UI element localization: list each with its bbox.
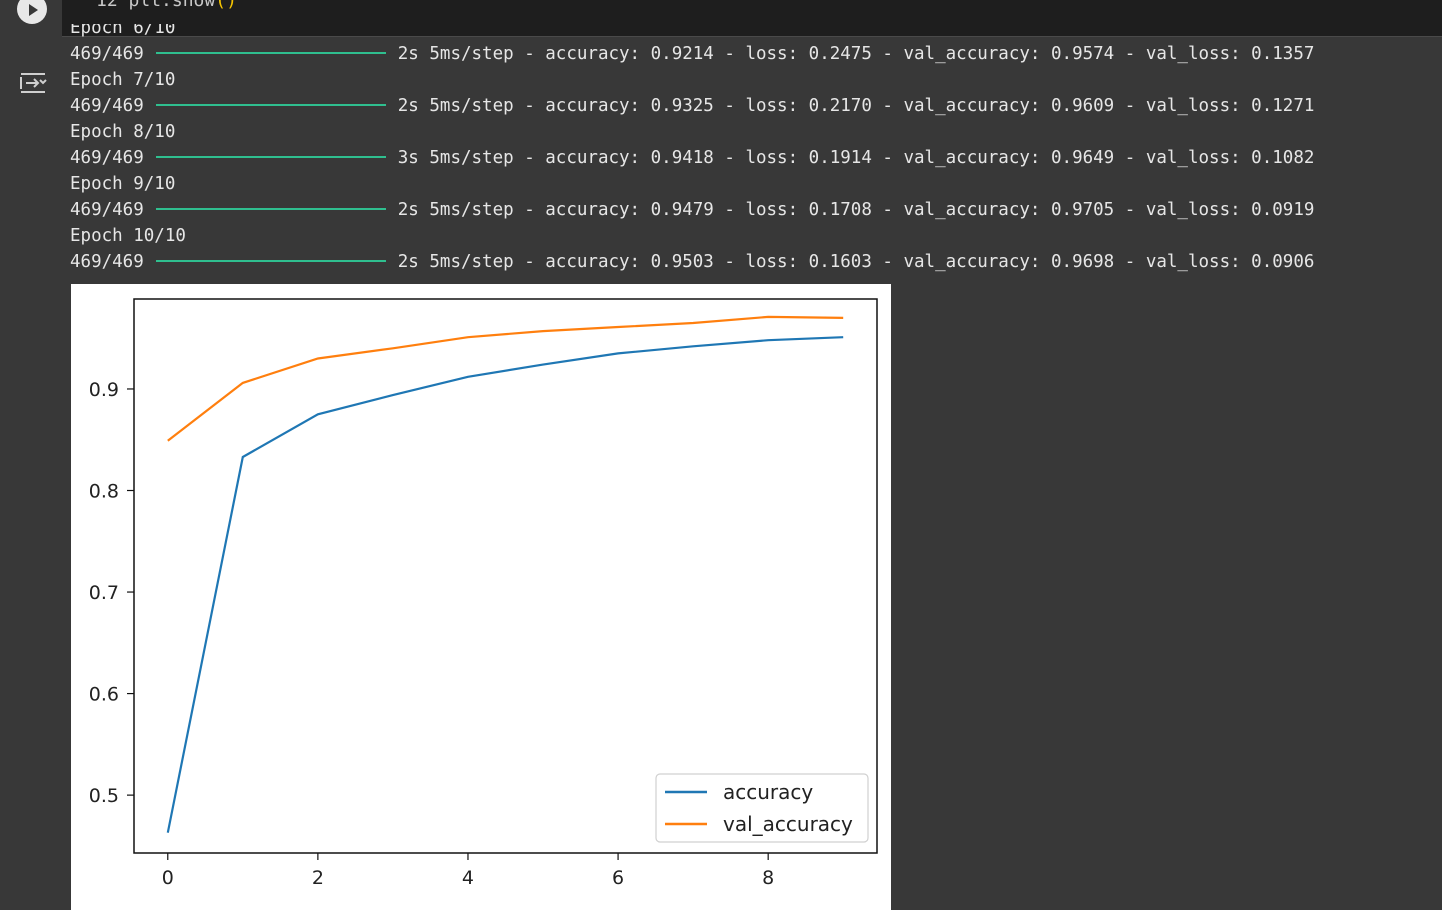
progress-row: 469/469 2s 5ms/step - accuracy: 0.9503 - … [70,249,1442,275]
y-tick-label: 0.7 [89,582,119,604]
partial-epoch-header: Epoch 6/10 [70,24,1442,41]
line-number: 12 [96,0,118,11]
epoch-header: Epoch 10/10 [70,223,1442,249]
epoch-header: Epoch 9/10 [70,171,1442,197]
epoch-stats: 2s 5ms/step - accuracy: 0.9503 - loss: 0… [397,252,1315,272]
progress-bar [155,260,386,262]
x-tick-label: 4 [462,867,474,889]
epoch-label: Epoch 10/10 [70,226,186,246]
epoch-label: Epoch 7/10 [70,70,176,90]
step-count: 469/469 [70,200,144,220]
x-tick-label: 0 [162,867,174,889]
progress-bar [155,208,386,210]
x-tick-label: 2 [312,867,324,889]
training-log: 469/469 2s 5ms/step - accuracy: 0.9214 - … [70,41,1442,275]
cell-output: Epoch 6/10 469/469 2s 5ms/step - accuracy… [70,24,1442,275]
progress-bar [155,104,386,106]
progress-row: 469/469 2s 5ms/step - accuracy: 0.9479 - … [70,197,1442,223]
cell-gutter [0,0,62,910]
step-count: 469/469 [70,148,144,168]
x-tick-label: 6 [612,867,624,889]
plot-frame [133,298,878,854]
epoch-header: Epoch 8/10 [70,119,1442,145]
epoch-stats: 2s 5ms/step - accuracy: 0.9214 - loss: 0… [397,44,1315,64]
series-line-val-accuracy [167,315,844,442]
chart-svg: 0 2 4 6 8 0.5 0.6 0.7 0.8 0.9 accuracy val_accuracy [89,298,878,889]
y-tick-label: 0.6 [89,684,119,706]
progress-bar [155,52,386,54]
epoch-header: Epoch 7/10 [70,67,1442,93]
y-tick-label: 0.5 [89,785,119,807]
epoch-stats: 2s 5ms/step - accuracy: 0.9325 - loss: 0… [397,96,1315,116]
x-tick-label: 8 [762,867,774,889]
code-line: 12 plt.show() [96,0,237,11]
run-cell-button[interactable] [17,0,47,24]
progress-bar [155,156,386,158]
y-tick-label: 0.8 [89,481,119,503]
progress-row: 469/469 2s 5ms/step - accuracy: 0.9214 - … [70,41,1442,67]
epoch-label: Epoch 8/10 [70,122,176,142]
accuracy-plot: 0 2 4 6 8 0.5 0.6 0.7 0.8 0.9 accuracy val_accuracy [71,284,891,910]
series-line-accuracy [166,336,844,833]
code-text: plt.show [128,0,216,11]
y-tick-label: 0.9 [89,379,119,401]
epoch-stats: 2s 5ms/step - accuracy: 0.9479 - loss: 0… [397,200,1315,220]
output-options-icon[interactable] [18,68,48,98]
legend-box [655,773,869,843]
epoch-label: Epoch 9/10 [70,174,176,194]
step-count: 469/469 [70,252,144,272]
progress-row: 469/469 3s 5ms/step - accuracy: 0.9418 - … [70,145,1442,171]
code-parens: () [215,0,237,11]
legend-label: accuracy [723,780,813,804]
epoch-stats: 3s 5ms/step - accuracy: 0.9418 - loss: 0… [397,148,1315,168]
step-count: 469/469 [70,44,144,64]
code-editor[interactable]: 12 plt.show() [62,0,1442,37]
progress-row: 469/469 2s 5ms/step - accuracy: 0.9325 - … [70,93,1442,119]
epoch-label: Epoch 6/10 [70,24,176,38]
step-count: 469/469 [70,96,144,116]
legend-label: val_accuracy [723,812,853,836]
